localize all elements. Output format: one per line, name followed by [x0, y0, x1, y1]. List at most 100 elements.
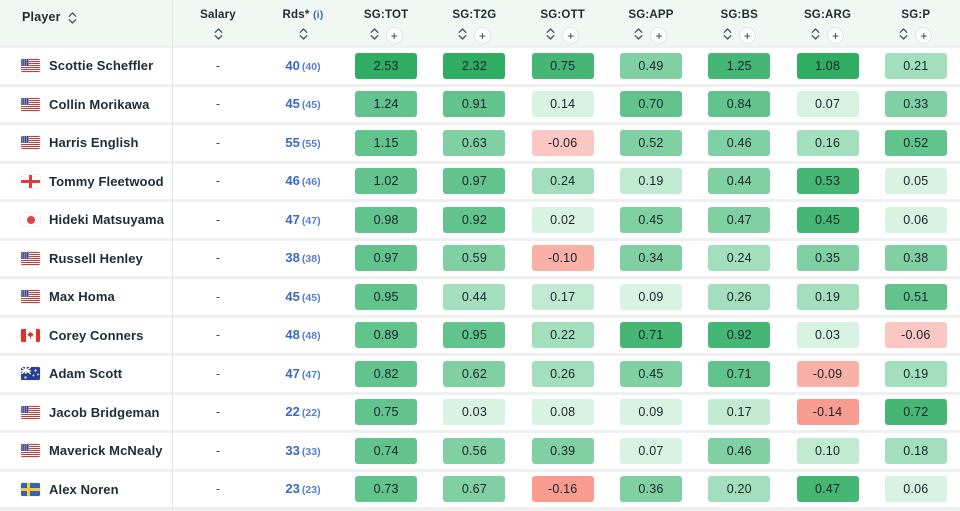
stat-cell-sg-arg: -0.14	[783, 399, 871, 426]
stat-badge: 0.35	[796, 245, 859, 272]
stat-cell-sg-p: 0.18	[872, 437, 960, 464]
stat-badge: 0.05	[884, 168, 947, 195]
rounds-paren: (33)	[301, 445, 321, 458]
stat-badge: 0.19	[796, 283, 859, 310]
rounds-paren: (45)	[301, 99, 321, 112]
add-column-button[interactable]: +	[650, 27, 668, 44]
sort-icon[interactable]	[811, 27, 820, 45]
stat-cell-sg-arg: 0.45	[783, 206, 871, 233]
salary-value: -	[215, 174, 221, 189]
rounds-link[interactable]: 55 (55)	[264, 134, 342, 152]
stat-cell-sg-app: 0.09	[607, 283, 695, 310]
column-header-sg-bs[interactable]: SG:BS +	[695, 0, 783, 45]
stat-badge: 0.36	[619, 476, 682, 503]
add-column-button[interactable]: +	[473, 27, 491, 44]
flag-au-icon	[21, 367, 40, 381]
stat-badge: 0.46	[708, 437, 771, 464]
add-column-button[interactable]: +	[915, 27, 933, 44]
add-column-button[interactable]: +	[562, 27, 580, 44]
table-row: Russell Henley - 38 (38) 0.97 0.59 -0.10 0.34 0.…	[0, 240, 960, 276]
rounds-link[interactable]: 38 (38)	[264, 249, 342, 267]
table-row: Adam Scott - 47 (47) 0.82 0.62 0.26 0.45 0.71 -0.…	[0, 356, 960, 392]
stat-badge: -0.14	[796, 399, 859, 426]
stat-cell-sg-app: 0.52	[607, 129, 695, 156]
rounds-link[interactable]: 47 (47)	[264, 365, 342, 383]
rounds-paren: (23)	[301, 484, 321, 497]
sort-icon[interactable]	[214, 27, 223, 45]
salary-value: -	[215, 482, 221, 497]
stat-badge: 2.53	[355, 52, 418, 79]
stat-cell-sg-p: 0.72	[872, 399, 960, 426]
stat-cell-sg-bs: 0.20	[695, 476, 783, 503]
stat-cell-sg-p: 0.19	[872, 360, 960, 387]
stat-cell-sg-ott: -0.16	[519, 476, 607, 503]
column-header-sg-app[interactable]: SG:APP +	[607, 0, 695, 45]
column-header-salary[interactable]: Salary	[172, 0, 264, 45]
rounds-value: 33	[285, 442, 300, 458]
stat-cell-sg-bs: 0.46	[695, 129, 783, 156]
column-header-sg-ott[interactable]: SG:OTT +	[519, 0, 607, 45]
stat-cell-sg-p: 0.06	[872, 476, 960, 503]
add-column-button[interactable]: +	[738, 27, 756, 44]
player-name: Hideki Matsuyama	[49, 212, 165, 228]
rounds-link[interactable]: 45 (45)	[264, 95, 342, 113]
stat-cell-sg-app: 0.45	[607, 206, 695, 233]
add-column-button[interactable]: +	[385, 27, 403, 44]
sort-icon[interactable]	[899, 27, 908, 45]
stat-cell-sg-ott: 0.02	[519, 206, 607, 233]
column-header-sg-p[interactable]: SG:P +	[872, 0, 960, 45]
stat-badge: 0.46	[708, 129, 771, 156]
player-cell: Maverick McNealy	[0, 443, 172, 458]
stat-cell-sg-ott: 0.39	[519, 437, 607, 464]
column-header-player[interactable]: Player	[0, 0, 172, 45]
sort-icon[interactable]	[634, 27, 643, 45]
add-column-button[interactable]: +	[827, 27, 845, 44]
rounds-link[interactable]: 47 (47)	[264, 211, 342, 229]
rounds-link[interactable]: 40 (40)	[264, 57, 342, 75]
sort-icon[interactable]	[68, 11, 77, 29]
player-cell: Scottie Scheffler	[0, 58, 172, 73]
column-header-sg-arg[interactable]: SG:ARG +	[783, 0, 871, 45]
stat-cell-sg-t2g: 0.92	[430, 206, 518, 233]
column-header-sg-t2g[interactable]: SG:T2G +	[430, 0, 518, 45]
stat-cell-sg-app: 0.36	[607, 476, 695, 503]
salary-value: -	[215, 405, 221, 420]
stat-cell-sg-t2g: 0.95	[430, 322, 518, 349]
player-cell: Corey Conners	[0, 328, 172, 343]
rounds-value: 48	[285, 327, 300, 343]
rounds-link[interactable]: 33 (33)	[264, 442, 342, 460]
rounds-link[interactable]: 45 (45)	[264, 288, 342, 306]
column-header-sg-tot[interactable]: SG:TOT +	[342, 0, 430, 45]
column-header-rounds[interactable]: Rds* (i)	[264, 0, 342, 45]
stat-badge: 0.51	[884, 283, 947, 310]
stat-cell-sg-p: 0.33	[872, 91, 960, 118]
rounds-value: 47	[285, 211, 300, 227]
rounds-link[interactable]: 22 (22)	[264, 403, 342, 421]
stat-cell-sg-tot: 0.82	[342, 360, 430, 387]
stat-cell-sg-ott: 0.24	[519, 168, 607, 195]
sort-icon[interactable]	[299, 27, 308, 45]
stat-badge: 0.19	[619, 168, 682, 195]
sort-icon[interactable]	[458, 27, 467, 45]
rounds-value: 46	[285, 173, 300, 189]
stat-badge: 0.72	[884, 399, 947, 426]
sort-icon[interactable]	[723, 27, 732, 45]
sort-icon[interactable]	[546, 27, 555, 45]
rounds-paren: (40)	[301, 60, 321, 73]
stat-cell-sg-app: 0.09	[607, 399, 695, 426]
rounds-link[interactable]: 23 (23)	[264, 480, 342, 498]
flag-us-icon	[21, 251, 40, 265]
table-row: Collin Morikawa - 45 (45) 1.24 0.91 0.14 0.70 0.…	[0, 86, 960, 122]
stat-badge: -0.06	[884, 322, 947, 349]
stat-cell-sg-p: 0.06	[872, 206, 960, 233]
stat-cell-sg-p: 0.52	[872, 129, 960, 156]
stat-badge: 1.15	[355, 129, 418, 156]
rounds-value: 23	[285, 481, 300, 497]
stat-cell-sg-bs: 0.47	[695, 206, 783, 233]
info-icon[interactable]: (i)	[312, 9, 324, 21]
stat-cell-sg-app: 0.07	[607, 437, 695, 464]
rounds-link[interactable]: 46 (46)	[264, 172, 342, 190]
sort-icon[interactable]	[370, 27, 379, 45]
sg-column-label: SG:APP	[628, 9, 674, 21]
rounds-link[interactable]: 48 (48)	[264, 326, 342, 344]
